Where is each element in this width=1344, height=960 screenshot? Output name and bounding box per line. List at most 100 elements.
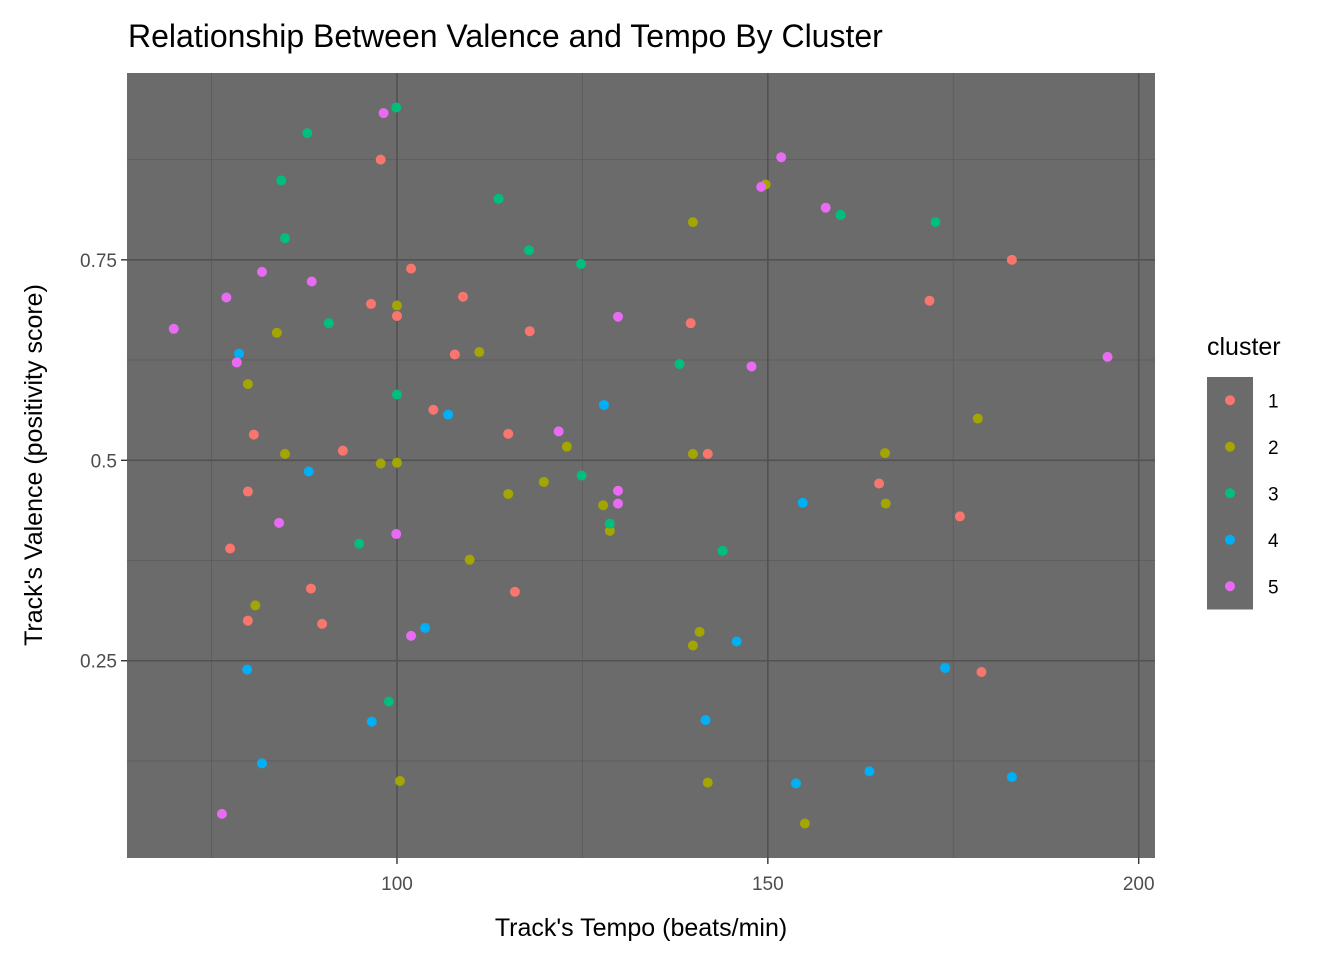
point [776, 152, 787, 163]
x-tick-label: 100 [381, 874, 413, 895]
point [406, 263, 417, 274]
point [375, 154, 386, 165]
point [874, 478, 885, 489]
point [598, 399, 609, 410]
point [864, 766, 875, 777]
point [575, 258, 586, 269]
point [375, 458, 386, 469]
legend-key [1225, 441, 1235, 452]
legend-label: 5 [1268, 577, 1279, 598]
point [576, 470, 587, 481]
point [250, 600, 261, 611]
point [702, 777, 713, 788]
y-tick-label: 0.5 [91, 451, 117, 472]
point [553, 426, 564, 437]
point [391, 457, 402, 468]
point [1006, 254, 1017, 265]
point [613, 311, 624, 322]
point [746, 361, 757, 372]
point [598, 500, 609, 511]
point [464, 554, 475, 565]
x-axis-label: Track's Tempo (beats/min) [495, 914, 787, 942]
point [306, 276, 317, 287]
point [394, 776, 405, 787]
y-tick-label: 0.25 [80, 652, 117, 673]
point [242, 664, 253, 675]
legend-label: 2 [1268, 438, 1279, 459]
point [700, 715, 711, 726]
x-tick-label: 200 [1123, 874, 1155, 895]
point [391, 300, 402, 311]
point [256, 266, 267, 277]
point [924, 295, 935, 306]
point [509, 586, 520, 597]
point [756, 181, 767, 192]
point [428, 404, 439, 415]
point [317, 618, 328, 629]
legend-key [1225, 395, 1235, 406]
point [366, 716, 377, 727]
point [242, 486, 253, 497]
point [687, 217, 698, 228]
point [694, 626, 705, 637]
point [303, 466, 314, 477]
legend-key [1225, 534, 1235, 545]
point [274, 517, 285, 528]
point [687, 640, 698, 651]
legend-label: 1 [1268, 391, 1279, 412]
point [613, 485, 624, 496]
y-axis-label: Track's Valence (positivity score) [20, 284, 48, 646]
x-tick-label: 150 [752, 874, 784, 895]
point [457, 291, 468, 302]
point [731, 636, 742, 647]
point [835, 209, 846, 220]
point [524, 326, 535, 337]
point [1006, 772, 1017, 783]
point [443, 409, 454, 420]
point [279, 233, 290, 244]
point [391, 389, 402, 400]
point [383, 696, 394, 707]
point [248, 429, 259, 440]
point [449, 349, 460, 360]
point [168, 323, 179, 334]
point [880, 498, 891, 509]
point [880, 448, 891, 459]
point [674, 359, 685, 370]
point [930, 217, 941, 228]
point [391, 102, 402, 113]
legend-label: 4 [1268, 531, 1279, 552]
point [271, 327, 282, 338]
point [976, 666, 987, 677]
point [302, 128, 313, 139]
point [538, 476, 549, 487]
point [216, 808, 227, 819]
point [613, 498, 624, 509]
point [391, 529, 402, 540]
point [231, 357, 242, 368]
point [604, 525, 615, 536]
plot-panel [127, 73, 1155, 858]
point [233, 348, 244, 359]
point [799, 818, 810, 829]
point [503, 488, 514, 499]
point [820, 202, 831, 213]
point [420, 622, 431, 633]
point [561, 441, 572, 452]
point [493, 193, 504, 204]
legend-title: cluster [1207, 333, 1281, 361]
point [797, 497, 808, 508]
point [702, 448, 713, 459]
legend-label: 3 [1268, 484, 1279, 505]
point [378, 108, 389, 119]
point [391, 310, 402, 321]
point [717, 545, 728, 556]
point [474, 347, 485, 358]
point [972, 413, 983, 424]
point [791, 778, 802, 789]
point [685, 318, 696, 329]
point [323, 318, 334, 329]
legend-key [1225, 581, 1235, 592]
point [279, 448, 290, 459]
